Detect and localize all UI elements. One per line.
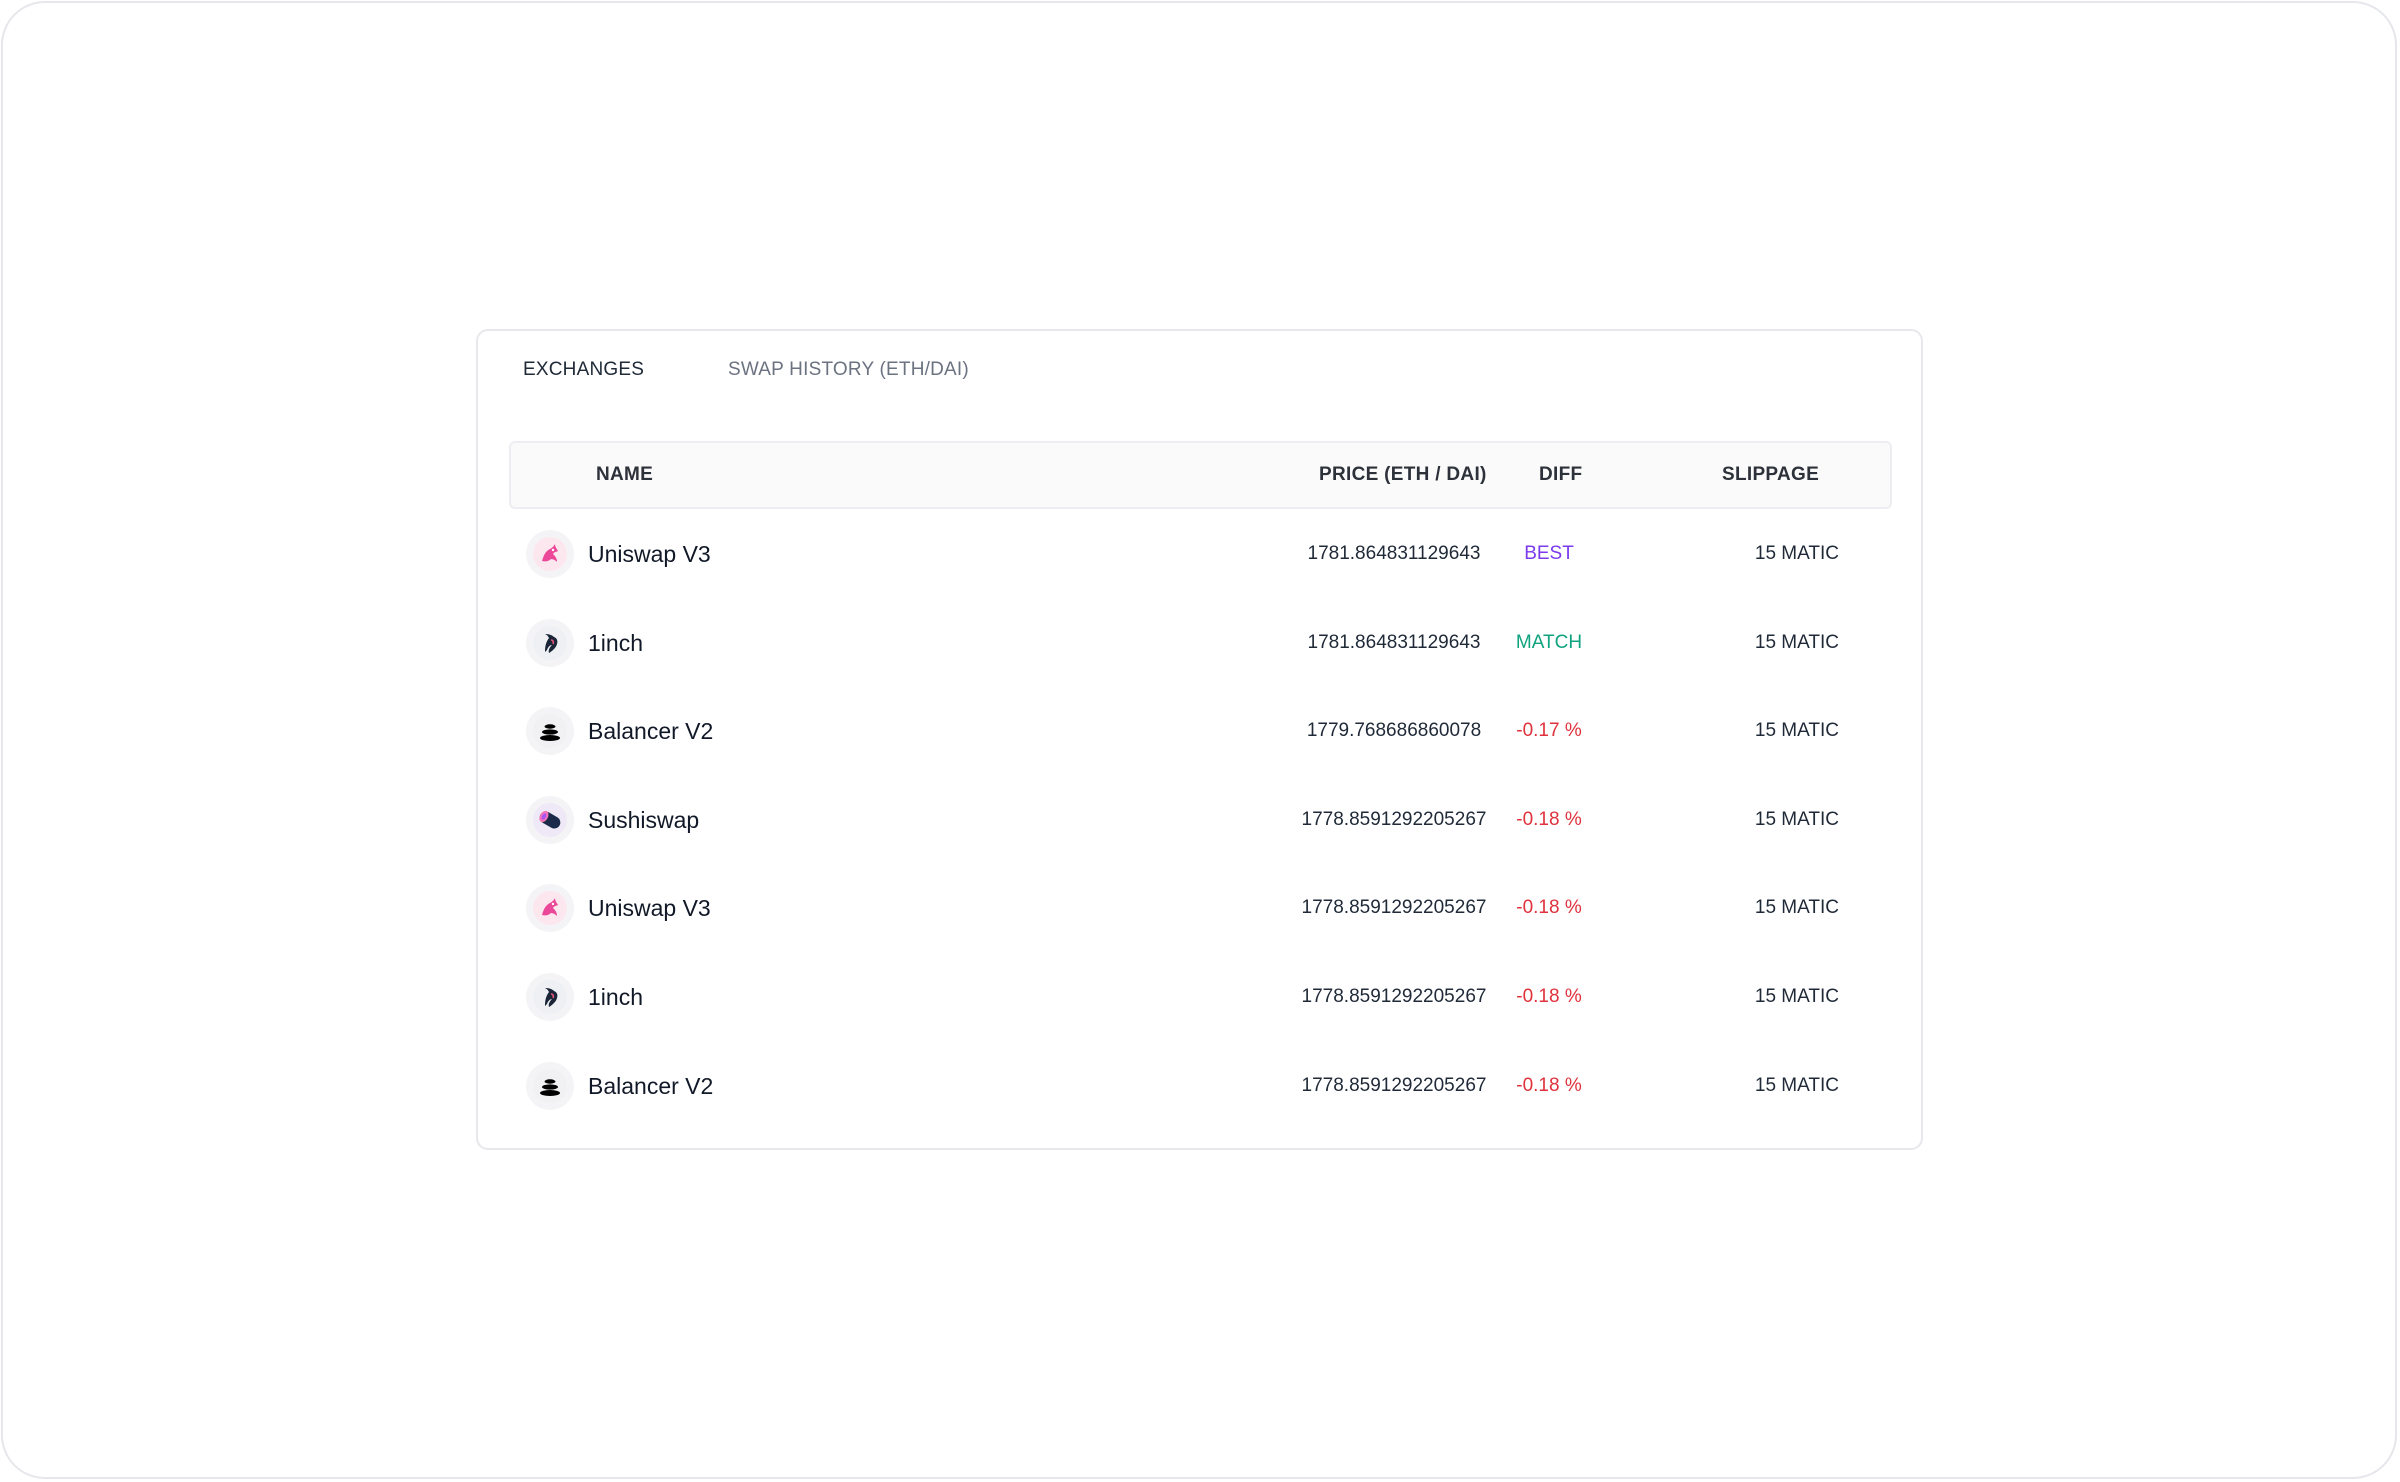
column-header-slippage[interactable]: SLIPPAGE [1722, 464, 1820, 485]
exchange-slippage: 15 MATIC [1754, 543, 1839, 564]
price-diff-badge: BEST [1524, 543, 1574, 564]
exchange-slippage: 15 MATIC [1754, 897, 1839, 919]
table-header: NAME PRICE (ETH / DAI) DIFF SLIPPAGE [509, 441, 1892, 509]
tab-exchanges[interactable]: EXCHANGES [523, 359, 645, 380]
exchange-price: 1778.8591292205267 [1301, 986, 1487, 1007]
price-diff-badge: -0.18 % [1516, 897, 1582, 919]
column-header-price[interactable]: PRICE (ETH / DAI) [1319, 464, 1487, 485]
price-diff-badge: -0.18 % [1516, 986, 1582, 1007]
table-row[interactable]: Balancer V2 1778.8591292205267 -0.18 % 15 M… [509, 1041, 1892, 1129]
table-row[interactable]: 1inch 1778.8591292205267 -0.18 % 15 MATIC [509, 952, 1892, 1040]
exchange-name: Balancer V2 [588, 1072, 714, 1099]
exchange-name: 1inch [588, 984, 643, 1010]
uniswap-icon [526, 884, 574, 933]
table-row[interactable]: Balancer V2 1779.768686860078 -0.17 % 15 MA… [509, 686, 1892, 774]
exchange-slippage: 15 MATIC [1754, 1074, 1839, 1096]
balancer-icon [526, 707, 574, 756]
table-row[interactable]: Uniswap V3 1781.864831129643 BEST 15 MATIC [509, 509, 1892, 597]
price-diff-badge: MATCH [1515, 631, 1583, 653]
exchange-name: Uniswap V3 [588, 541, 711, 567]
column-header-diff[interactable]: DIFF [1539, 464, 1583, 485]
price-diff-badge: -0.18 % [1516, 1074, 1582, 1096]
exchange-name: Balancer V2 [588, 718, 714, 745]
exchanges-card: EXCHANGES SWAP HISTORY (ETH/DAI) NAME PR… [476, 329, 1923, 1150]
exchange-slippage: 15 MATIC [1754, 631, 1839, 653]
exchange-price: 1778.8591292205267 [1301, 808, 1487, 830]
exchange-slippage: 15 MATIC [1754, 808, 1839, 830]
exchange-price: 1781.864831129643 [1307, 631, 1481, 653]
exchange-name: 1inch [588, 629, 643, 656]
1inch-icon [526, 973, 574, 1021]
1inch-icon [526, 618, 574, 667]
exchange-name: Sushiswap [588, 806, 700, 833]
tab-swap-history[interactable]: SWAP HISTORY (ETH/DAI) [728, 359, 969, 380]
exchange-price: 1778.8591292205267 [1301, 1074, 1487, 1096]
exchange-price: 1781.864831129643 [1307, 543, 1481, 564]
column-header-name[interactable]: NAME [596, 464, 654, 485]
sushiswap-icon [526, 795, 574, 844]
exchange-slippage: 15 MATIC [1754, 720, 1839, 742]
table-row[interactable]: 1inch 1781.864831129643 MATCH 15 MATIC [509, 598, 1892, 686]
balancer-icon [526, 1061, 574, 1110]
tab-bar: EXCHANGES SWAP HISTORY (ETH/DAI) [478, 331, 1921, 411]
exchange-price: 1778.8591292205267 [1301, 897, 1487, 919]
table-row[interactable]: Sushiswap 1778.8591292205267 -0.18 % 15 MAT… [509, 775, 1892, 863]
price-diff-badge: -0.18 % [1516, 808, 1582, 830]
exchange-price: 1779.768686860078 [1306, 720, 1482, 742]
uniswap-icon [526, 530, 574, 578]
exchange-name: Uniswap V3 [588, 895, 711, 922]
table-row[interactable]: Uniswap V3 1778.8591292205267 -0.18 % 15 MA… [509, 863, 1892, 951]
exchange-slippage: 15 MATIC [1754, 986, 1839, 1007]
price-diff-badge: -0.17 % [1516, 720, 1582, 742]
